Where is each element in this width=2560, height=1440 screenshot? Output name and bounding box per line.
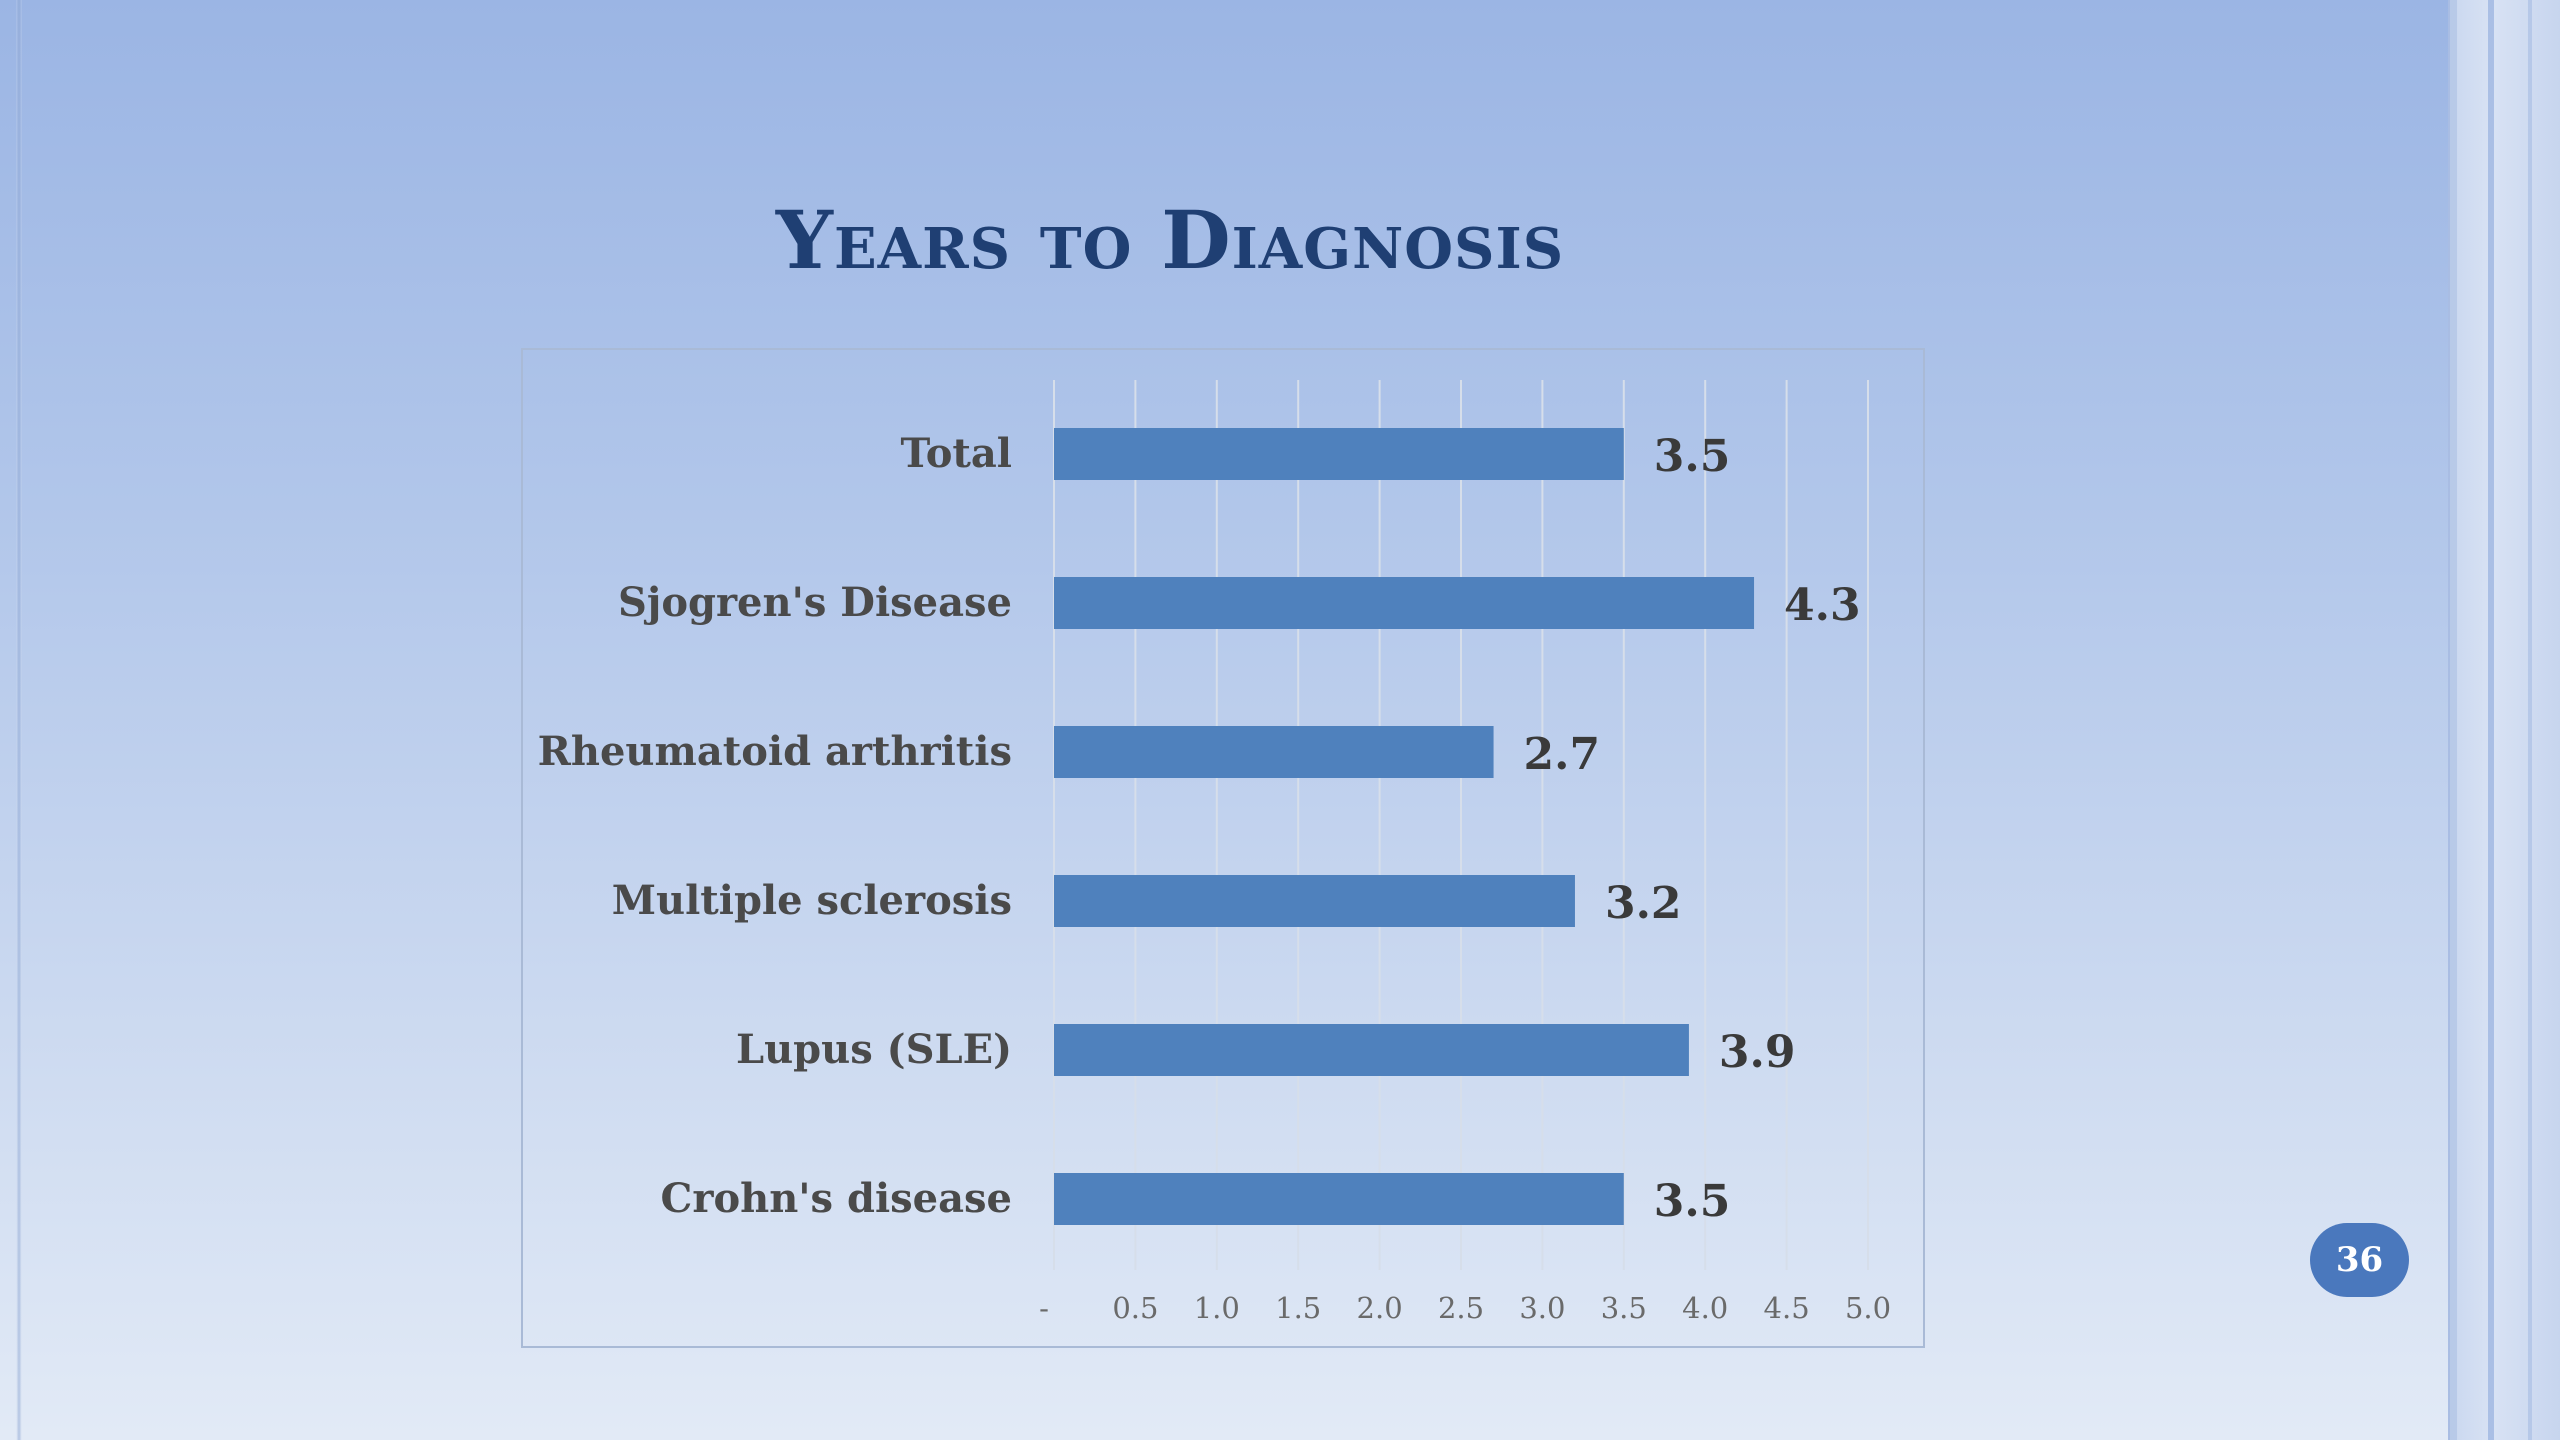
category-label: Rheumatoid arthritis <box>538 728 1012 775</box>
category-label: Multiple sclerosis <box>612 877 1012 924</box>
x-tick-label: 4.0 <box>1682 1291 1728 1325</box>
category-label: Total <box>901 430 1012 477</box>
category-label: Sjogren's Disease <box>618 579 1012 626</box>
data-label: 3.9 <box>1719 1027 1796 1078</box>
x-tick-label: 0.5 <box>1112 1291 1158 1325</box>
slide-title: Years to Diagnosis <box>775 193 1565 287</box>
x-tick-label: 4.5 <box>1764 1291 1810 1325</box>
data-label: 3.5 <box>1654 431 1731 482</box>
bar <box>1054 577 1755 629</box>
chart-frame <box>521 348 1925 1348</box>
category-label: Crohn's disease <box>661 1175 1012 1222</box>
left-border-stripe <box>16 0 22 1440</box>
x-tick-label: 1.5 <box>1275 1291 1321 1325</box>
category-label: Lupus (SLE) <box>736 1026 1012 1073</box>
right-border-line <box>2448 0 2457 1440</box>
bar <box>1054 1024 1689 1076</box>
right-border-line <box>2488 0 2494 1440</box>
data-label: 2.7 <box>1524 729 1601 780</box>
bar <box>1054 428 1624 480</box>
bar <box>1054 1173 1624 1225</box>
data-label: 4.3 <box>1784 580 1861 631</box>
x-tick-label: 2.0 <box>1357 1291 1403 1325</box>
x-tick-label: 3.0 <box>1519 1291 1565 1325</box>
bar <box>1054 726 1494 778</box>
bar <box>1054 875 1575 927</box>
data-label: 3.2 <box>1605 878 1682 929</box>
right-border-line <box>2528 0 2532 1440</box>
data-label: 3.5 <box>1654 1176 1731 1227</box>
x-tick-label: 5.0 <box>1845 1291 1891 1325</box>
x-tick-label: 1.0 <box>1194 1291 1240 1325</box>
x-tick-label: - <box>1039 1291 1049 1325</box>
right-border-panel <box>2448 0 2560 1440</box>
page-number-badge: 36 <box>2310 1223 2409 1297</box>
x-tick-label: 2.5 <box>1438 1291 1484 1325</box>
x-tick-label: 3.5 <box>1601 1291 1647 1325</box>
